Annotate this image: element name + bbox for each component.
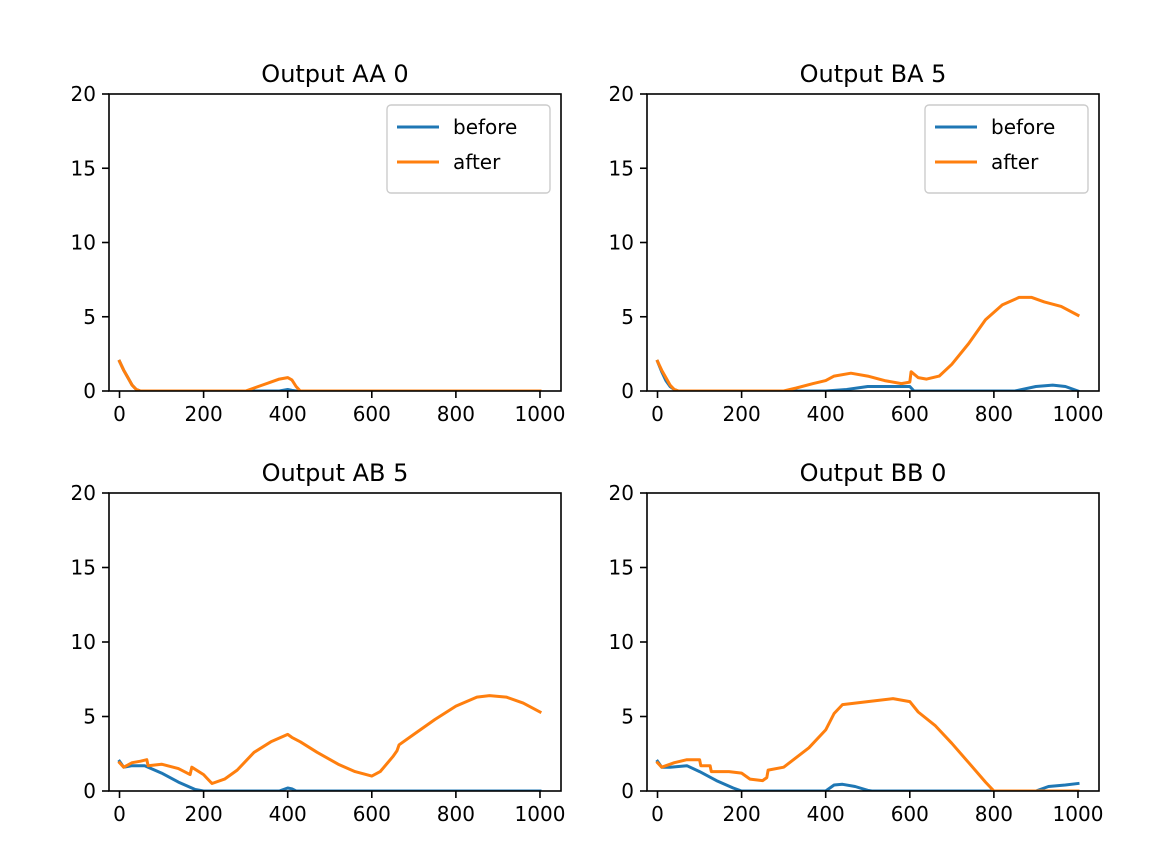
- y-tick-label: 5: [621, 705, 634, 729]
- x-tick-label: 800: [437, 802, 475, 826]
- chart-panel-3: Output BB 0 0 200 400 600 800 1000 0 5 10 15 20: [609, 459, 1104, 826]
- y-tick-label: 20: [609, 481, 634, 505]
- x-tick-label: 200: [185, 402, 223, 426]
- y-tick-label: 20: [71, 481, 96, 505]
- chart-title: Output BA 5: [800, 60, 947, 88]
- chart-panel-2: Output AB 5 0 200 400 600 800 1000 0 5 10 15 20: [71, 459, 566, 826]
- legend: before after: [924, 104, 1089, 194]
- y-tick-label: 10: [71, 231, 96, 255]
- x-tick-label: 800: [975, 402, 1013, 426]
- chart-title: Output AA 0: [261, 60, 408, 88]
- x-tick-label: 400: [269, 402, 307, 426]
- x-tick-label: 200: [185, 802, 223, 826]
- chart-title: Output AB 5: [262, 459, 409, 487]
- chart-panel-1: Output BA 5 0 200 400 600 800 1000 0 5 10 15 20 befo…: [609, 60, 1104, 426]
- series-line-after: [117, 359, 542, 391]
- legend: before after: [386, 104, 551, 194]
- legend-label-before: before: [453, 115, 517, 139]
- series-line-after: [655, 697, 1080, 791]
- x-tick-label: 1000: [1053, 402, 1104, 426]
- x-tick-label: 800: [975, 802, 1013, 826]
- y-tick-label: 15: [71, 156, 96, 180]
- y-tick-label: 5: [621, 305, 634, 329]
- y-tick-label: 0: [621, 379, 634, 403]
- x-tick-label: 1000: [1053, 802, 1104, 826]
- x-tick-label: 600: [891, 402, 929, 426]
- legend-label-after: after: [453, 150, 501, 174]
- y-tick-label: 10: [71, 630, 96, 654]
- x-tick-label: 0: [651, 802, 664, 826]
- y-tick-label: 15: [71, 556, 96, 580]
- y-tick-label: 15: [609, 156, 634, 180]
- x-tick-label: 200: [723, 802, 761, 826]
- y-tick-label: 15: [609, 556, 634, 580]
- y-tick-label: 20: [609, 82, 634, 106]
- x-tick-label: 800: [437, 402, 475, 426]
- x-tick-label: 600: [891, 802, 929, 826]
- x-tick-label: 400: [807, 802, 845, 826]
- y-tick-label: 5: [83, 305, 96, 329]
- y-tick-label: 10: [609, 630, 634, 654]
- x-tick-label: 200: [723, 402, 761, 426]
- legend-label-after: after: [991, 150, 1039, 174]
- x-tick-label: 0: [113, 802, 126, 826]
- x-tick-label: 1000: [515, 402, 566, 426]
- chart-panel-0: Output AA 0 0 200 400 600 800 1000 0 5 10 15 20 befo…: [71, 60, 566, 426]
- x-tick-label: 600: [353, 402, 391, 426]
- y-tick-label: 0: [83, 779, 96, 803]
- chart-title: Output BB 0: [800, 459, 947, 487]
- y-tick-label: 5: [83, 705, 96, 729]
- x-tick-label: 400: [807, 402, 845, 426]
- y-tick-label: 10: [609, 231, 634, 255]
- series-line-before: [117, 759, 542, 791]
- x-tick-label: 400: [269, 802, 307, 826]
- x-tick-label: 600: [353, 802, 391, 826]
- legend-label-before: before: [991, 115, 1055, 139]
- y-tick-label: 0: [83, 379, 96, 403]
- series-line-after: [117, 694, 543, 785]
- y-tick-label: 0: [621, 779, 634, 803]
- y-tick-label: 20: [71, 82, 96, 106]
- x-tick-label: 1000: [515, 802, 566, 826]
- x-tick-label: 0: [651, 402, 664, 426]
- x-tick-label: 0: [113, 402, 126, 426]
